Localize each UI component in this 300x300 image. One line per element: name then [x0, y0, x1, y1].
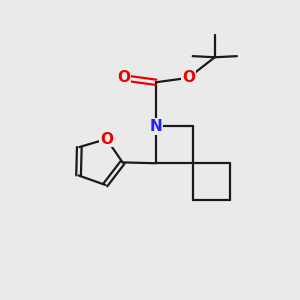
Text: O: O — [117, 70, 130, 86]
Text: N: N — [149, 119, 162, 134]
Text: O: O — [100, 131, 113, 146]
Text: O: O — [182, 70, 195, 86]
